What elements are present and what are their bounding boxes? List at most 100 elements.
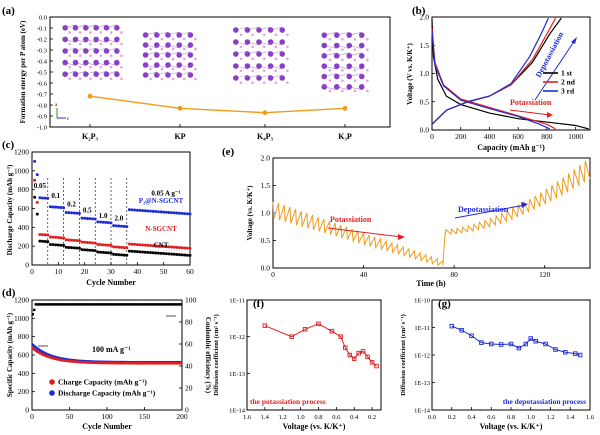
f-ytick-label: 1E-11 — [229, 298, 245, 305]
e-xtick-label: 80 — [450, 270, 458, 279]
b-depot-arrowhead — [571, 37, 577, 44]
c-rate-label: 1.0 — [99, 212, 108, 220]
c-data-point — [167, 252, 171, 256]
c-data-point — [67, 238, 71, 242]
c-data-point — [91, 248, 95, 252]
c-data-point — [48, 242, 52, 246]
d-ce-point — [148, 303, 151, 306]
k-atom — [256, 51, 262, 57]
p-atom — [274, 57, 278, 61]
d-ce-point — [55, 303, 58, 306]
panel-d-xlabel: Cycle Number — [82, 422, 132, 431]
g-xtick-label: 1.2 — [546, 414, 554, 421]
k-atom — [358, 42, 365, 49]
axes-triad: a c — [55, 103, 70, 122]
c-rate-label: 0.2 — [67, 201, 76, 209]
d-ce-point — [177, 303, 180, 306]
p-atom — [171, 57, 175, 61]
c-series-label: CNT — [154, 242, 169, 250]
d-ce-point — [46, 303, 49, 306]
d-ce-point — [63, 303, 66, 306]
p-atom — [120, 65, 123, 69]
k-atom — [321, 63, 328, 69]
c-data-point — [46, 196, 50, 200]
k-atom — [267, 39, 274, 45]
c-data-point — [54, 243, 58, 247]
c-data-point — [80, 248, 84, 252]
c-data-point — [93, 217, 97, 221]
k-atom — [114, 36, 120, 43]
k-atom — [83, 48, 89, 54]
g-diffusion-point — [563, 350, 568, 355]
d-ce-point — [105, 303, 108, 306]
c-data-point — [164, 252, 168, 256]
c-data-point — [106, 243, 110, 247]
k-atom — [93, 25, 99, 31]
c-data-point — [172, 245, 176, 249]
p-atom — [251, 57, 254, 61]
k-atom — [187, 72, 194, 78]
p-atom — [99, 42, 103, 46]
d-ce-point — [139, 303, 142, 306]
g-diffusion-point — [469, 333, 474, 339]
p-atom — [366, 38, 369, 41]
p-atom — [366, 69, 369, 72]
c-data-point — [154, 210, 158, 214]
f-diffusion-point — [347, 352, 352, 358]
k-atom — [279, 63, 286, 69]
d-capacity-point — [179, 361, 183, 365]
d-ce-point — [118, 303, 121, 306]
d-ytick-right-label: 40 — [185, 362, 193, 371]
panel-d: (d) 0 50 100 150 200020040060080010001200020… — [2, 287, 212, 431]
p-atom — [109, 42, 113, 46]
c-data-point — [125, 225, 129, 229]
c-data-point — [183, 253, 187, 257]
p-atom — [99, 77, 103, 81]
p-atom — [109, 65, 113, 69]
f-xtick-label: 0.8 — [314, 414, 322, 421]
panel-g-ylabel: Diffusion coefficient (cm² s⁻¹) — [400, 314, 407, 396]
k-atom — [62, 36, 68, 43]
b-legend-label: 1 st — [561, 69, 573, 78]
d-ce-point — [66, 303, 69, 306]
p-atom — [120, 31, 123, 34]
d-ce-point — [168, 303, 171, 306]
d-ce-point — [103, 303, 106, 306]
p-atom — [78, 54, 82, 57]
c-data-point — [120, 253, 124, 257]
panel-f-ylabel: Diffusion coefficient (cm² s⁻¹) — [213, 314, 220, 396]
d-ce-point — [82, 303, 85, 306]
c-data-point — [62, 206, 66, 210]
f-diffusion-point — [338, 334, 344, 339]
c-data-point — [180, 253, 184, 257]
c-data-point — [188, 212, 192, 216]
panel-c-ylabel: Discharge Capacity (mAh g⁻¹) — [6, 164, 14, 255]
d-ce-point — [48, 303, 51, 306]
c-data-point — [75, 246, 79, 250]
d-ce-point — [70, 303, 73, 306]
c-data-point — [122, 246, 126, 250]
c-ytick-label: 400 — [18, 223, 30, 232]
k-atom — [244, 51, 251, 57]
p-atom — [286, 45, 289, 49]
g-diffusion-point — [543, 341, 548, 347]
p-atom — [99, 31, 103, 34]
panel-f-xlabel: Voltage (vs. K/K⁺) — [283, 422, 346, 431]
p-atom — [353, 69, 357, 72]
c-data-point — [175, 252, 179, 256]
c-data-point — [72, 238, 76, 242]
g-ytick-label: 1E-13 — [414, 380, 430, 387]
f-diffusion-point — [356, 350, 361, 356]
c-data-point — [162, 252, 166, 256]
d-ce-point — [57, 303, 60, 306]
a-category-label: K₃P — [338, 132, 352, 141]
k-atom — [267, 27, 274, 33]
k-atom — [154, 32, 160, 38]
p-atom — [68, 31, 72, 34]
d-ytick-label: 200 — [18, 387, 30, 396]
g-xtick-label: 1.6 — [586, 414, 595, 421]
c-data-point — [112, 252, 116, 256]
panel-d-label: (d) — [2, 287, 16, 299]
k-atom — [72, 71, 79, 77]
p-atom — [149, 77, 152, 81]
